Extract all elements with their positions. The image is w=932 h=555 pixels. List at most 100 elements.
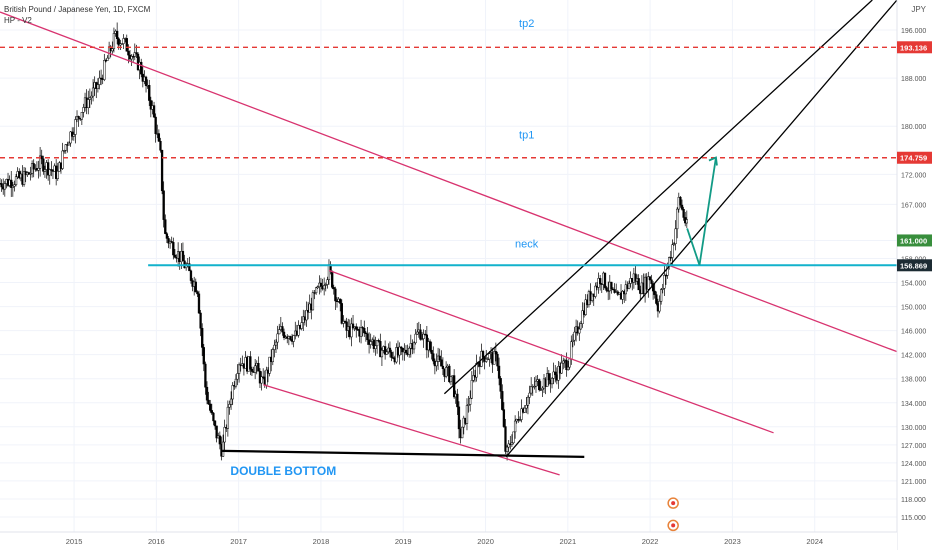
candle-body — [77, 116, 80, 119]
candle-body — [461, 426, 464, 439]
y-tick-label: 127.000 — [901, 443, 926, 450]
candle-body — [674, 228, 677, 244]
candle-body — [71, 131, 74, 137]
candle-body — [414, 333, 417, 344]
y-tick-label: 167.000 — [901, 202, 926, 209]
x-tick-label: 2016 — [148, 537, 165, 546]
candle-body — [173, 254, 177, 258]
candle-body — [573, 331, 576, 341]
candle-body — [38, 155, 42, 169]
candle-body — [3, 183, 6, 190]
candle-body — [340, 303, 343, 324]
candle-body — [554, 371, 557, 376]
candle-body — [457, 406, 461, 430]
candle-body — [440, 359, 443, 367]
candle-body — [552, 371, 555, 379]
candle-body — [565, 359, 568, 370]
candle-body — [566, 366, 570, 370]
candle-body — [486, 358, 489, 361]
candle-body — [342, 321, 345, 324]
candle-body — [297, 325, 300, 336]
candle-body — [534, 380, 538, 387]
candle-body — [682, 209, 685, 218]
candle-body — [469, 397, 472, 405]
candle-body — [671, 244, 674, 258]
candle-body — [48, 169, 51, 176]
candle-body — [213, 420, 217, 427]
candle-body — [87, 99, 90, 109]
candle-body — [613, 289, 616, 293]
candle-body — [560, 362, 563, 374]
candle-body — [452, 375, 456, 398]
candle-body — [228, 404, 231, 408]
candle-body — [398, 346, 401, 356]
candle-body — [88, 97, 92, 100]
price-tag-tp1: 174.759 — [900, 154, 927, 163]
candle-body — [501, 391, 504, 410]
candle-body — [510, 442, 514, 445]
price-axis-bg — [897, 0, 932, 550]
candle-body — [157, 133, 161, 142]
candle-body — [63, 150, 66, 152]
candle-body — [539, 389, 542, 391]
price-tag-tp2-bg — [897, 41, 932, 54]
candle-body — [470, 380, 473, 399]
candle-body — [679, 196, 682, 206]
price-tag-tp2: 193.136 — [900, 43, 927, 52]
candle-body — [14, 176, 18, 185]
candle-body — [172, 242, 175, 256]
candle-body — [96, 84, 100, 89]
candle-body — [467, 404, 470, 406]
candle-body — [0, 183, 3, 188]
candle-body — [278, 329, 281, 335]
candle-body — [377, 340, 380, 342]
candle-body — [658, 301, 661, 312]
annotation-double-bottom: DOUBLE BOTTOM — [230, 464, 336, 478]
candle-body — [162, 190, 165, 220]
candle-body — [144, 76, 148, 86]
candle-body — [380, 350, 384, 358]
candle-body — [189, 270, 193, 281]
candle-body — [10, 179, 13, 188]
candle-body — [127, 51, 130, 56]
candle-body — [664, 275, 668, 277]
trendline-black-lower-channel — [505, 0, 898, 458]
candle-body — [98, 77, 101, 85]
candle-body — [603, 272, 607, 288]
price-tag-current: 161.000 — [900, 236, 927, 245]
candle-body — [513, 420, 517, 433]
candle-body — [212, 412, 215, 422]
y-tick-label: 172.000 — [901, 172, 926, 179]
projection-arrowhead — [708, 156, 718, 166]
candle-body — [496, 353, 499, 367]
time-axis-bg — [0, 532, 897, 550]
candle-body — [209, 403, 212, 411]
candle-body — [621, 291, 624, 300]
candle-body — [578, 328, 581, 334]
candle-body — [680, 204, 684, 210]
candle-body — [170, 241, 173, 243]
candle-body — [69, 131, 72, 144]
candle-body — [111, 48, 114, 52]
candle-body — [584, 299, 587, 315]
candle-body — [350, 323, 353, 338]
projection-arrow-1 — [686, 228, 701, 266]
candle-body — [570, 341, 573, 360]
candle-body — [505, 446, 509, 452]
x-tick-label: 2020 — [477, 537, 494, 546]
candle-body — [523, 407, 526, 413]
candle-body — [647, 276, 650, 290]
candle-body — [648, 276, 652, 281]
x-tick-label: 2024 — [806, 537, 823, 546]
x-tick-label: 2023 — [724, 537, 741, 546]
candle-body — [375, 340, 379, 347]
candle-body — [422, 333, 425, 339]
candle-body — [324, 284, 327, 286]
y-tick-label: 196.000 — [901, 28, 926, 35]
candle-body — [366, 333, 369, 341]
candle-body — [419, 329, 422, 340]
currency-label[interactable]: JPY — [911, 5, 926, 14]
candle-body — [56, 170, 59, 179]
candle-body — [416, 331, 419, 335]
candle-body — [538, 379, 541, 391]
